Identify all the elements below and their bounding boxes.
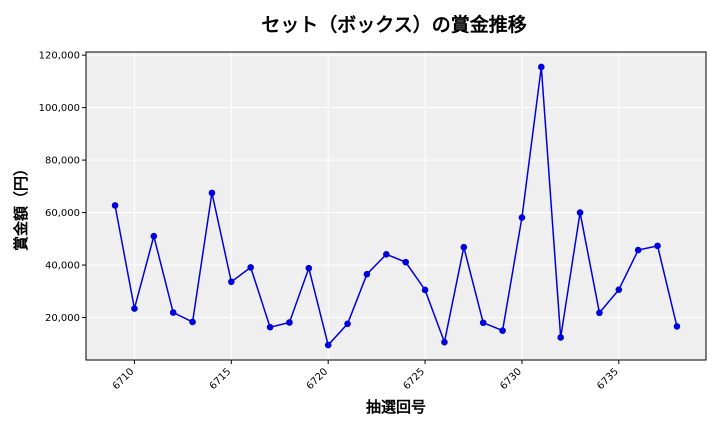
data-point: [634, 246, 642, 254]
data-point: [383, 250, 390, 258]
y-tick-label: 100,000: [39, 103, 80, 114]
data-point: [499, 327, 506, 334]
data-point: [441, 338, 448, 346]
data-point: [673, 323, 681, 330]
plot-area: [86, 52, 706, 360]
y-tick-label: 60,000: [45, 208, 80, 219]
data-point: [557, 334, 564, 341]
data-point: [228, 278, 235, 286]
data-point: [266, 323, 274, 331]
chart-title: セット（ボックス）の賞金推移: [261, 13, 526, 36]
data-point: [324, 341, 332, 349]
series-line: [114, 66, 678, 347]
data-point: [169, 309, 177, 316]
data-point: [363, 270, 371, 278]
data-point: [518, 214, 526, 221]
data-point: [654, 242, 661, 250]
x-tick-label: 6720: [305, 366, 331, 392]
y-tick-label: 80,000: [45, 156, 80, 167]
data-point: [286, 319, 293, 326]
data-point: [538, 63, 545, 71]
data-point: [344, 320, 351, 328]
x-tick-label: 6735: [595, 366, 621, 392]
y-tick-label: 20,000: [45, 313, 80, 324]
data-point: [479, 319, 487, 327]
x-axis-label: 抽選回号: [366, 398, 426, 416]
axes-frame: [85, 51, 707, 361]
data-point: [111, 202, 119, 209]
x-tick-label: 6710: [111, 366, 137, 392]
data-point: [596, 309, 603, 317]
y-tick-label: 40,000: [45, 261, 80, 272]
data-point: [150, 232, 158, 240]
y-tick-label: 120,000: [39, 51, 80, 62]
data-point: [247, 264, 254, 271]
data-point: [460, 243, 468, 251]
x-tick-label: 6725: [401, 366, 427, 392]
data-point: [131, 305, 138, 312]
data-point: [189, 318, 196, 326]
x-tick-label: 6715: [208, 366, 234, 392]
data-point: [615, 286, 623, 293]
y-axis-label: 賞金額（円）: [12, 161, 30, 251]
data-point: [305, 264, 313, 272]
x-tick-label: 6730: [498, 366, 524, 392]
data-point: [402, 258, 409, 266]
data-point: [421, 286, 429, 294]
data-series: [111, 63, 681, 349]
data-point: [576, 209, 584, 216]
data-point: [208, 189, 216, 197]
grid: [86, 52, 706, 360]
